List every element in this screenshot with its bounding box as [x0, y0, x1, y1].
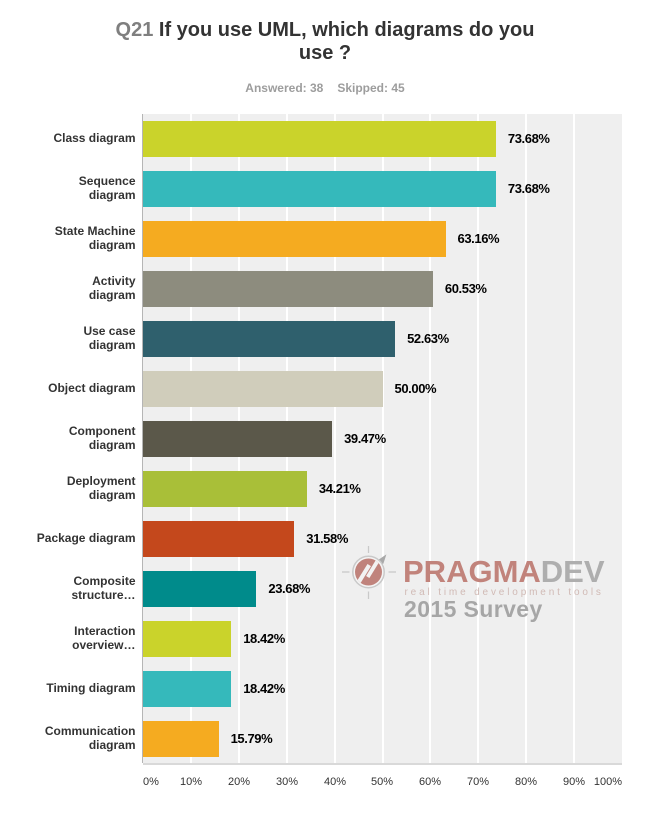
svg-text:PRAGMADEV: PRAGMADEV [403, 554, 605, 589]
svg-text:2015 Survey: 2015 Survey [404, 596, 543, 622]
svg-text:real time development tools: real time development tools [405, 587, 604, 598]
